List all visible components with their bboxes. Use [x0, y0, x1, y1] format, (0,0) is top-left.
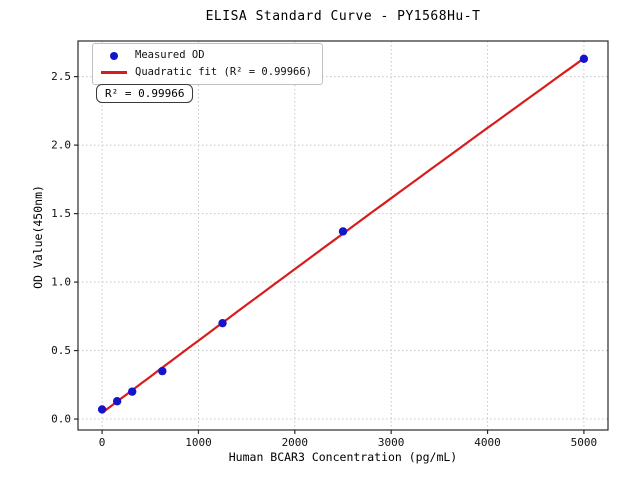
data-point-5000 — [579, 54, 589, 64]
data-point-2500 — [338, 227, 348, 236]
y-tick-label: 1.0 — [51, 276, 71, 289]
y-tick-label: 1.5 — [51, 207, 71, 220]
legend-entry-measured-od: Measured OD — [101, 49, 312, 62]
fit-line-swatch-icon — [101, 71, 127, 74]
x-tick-label: 4000 — [474, 436, 501, 449]
legend-entry-quadratic-fit: Quadratic fit (R² = 0.99966) — [101, 66, 312, 79]
x-tick-label: 3000 — [378, 436, 405, 449]
legend-label-quadratic-fit: Quadratic fit (R² = 0.99966) — [135, 66, 313, 78]
y-tick-label: 2.5 — [51, 70, 71, 83]
legend: Measured OD Quadratic fit (R² = 0.99966) — [92, 43, 324, 85]
chart-title: ELISA Standard Curve - PY1568Hu-T — [205, 9, 481, 24]
data-point-156.25 — [112, 397, 122, 406]
data-point-625 — [158, 366, 167, 376]
x-tick-label: 2000 — [282, 436, 309, 449]
x-tick-label: 5000 — [571, 436, 598, 449]
plot-border — [77, 40, 609, 431]
data-point-1250 — [218, 318, 227, 328]
legend-label-measured-od: Measured OD — [135, 49, 205, 61]
r-squared-annotation: R² = 0.99966 — [96, 84, 194, 103]
data-point-312.5 — [128, 387, 137, 396]
data-point-0 — [97, 405, 107, 414]
y-tick-label: 0.0 — [51, 413, 71, 426]
y-axis-label: OD Value(450nm) — [31, 185, 45, 289]
x-tick-label: 1000 — [185, 436, 212, 449]
y-tick-label: 2.0 — [51, 139, 71, 152]
y-tick-label: 0.5 — [51, 344, 71, 357]
x-tick-label: 0 — [99, 436, 106, 449]
x-axis-label: Human BCAR3 Concentration (pg/mL) — [228, 450, 458, 464]
scatter-marker-icon — [110, 51, 118, 60]
